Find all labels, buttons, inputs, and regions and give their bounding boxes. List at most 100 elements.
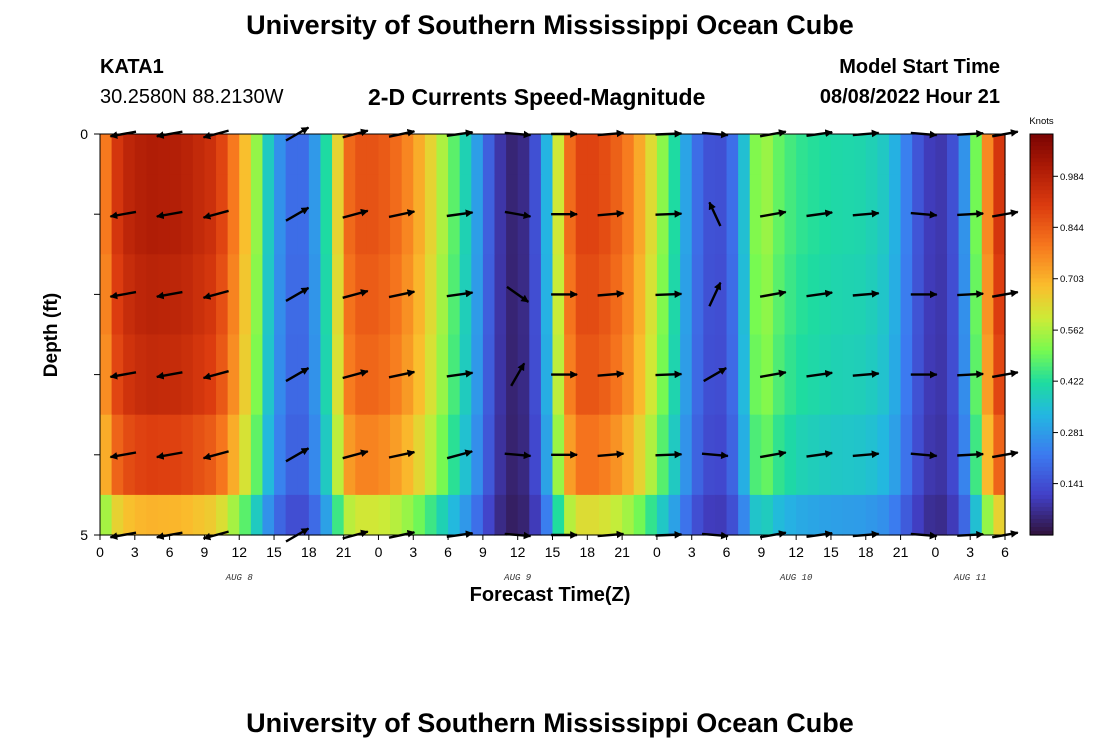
heatmap-cell [285,494,298,536]
heatmap-cell [181,494,194,536]
heatmap-cell [738,134,751,175]
heatmap-cell [691,334,704,416]
colorbar-segment [1030,314,1053,320]
colorbar-segment [1030,366,1053,372]
colorbar-segment [1030,154,1053,159]
heatmap-cell [448,494,461,536]
heatmap-cell [680,414,693,496]
heatmap-cell [332,414,345,496]
heatmap-cell [494,134,507,175]
current-vector [655,370,683,379]
heatmap-cell [424,134,438,175]
heatmap-cell [703,334,716,416]
colorbar-segment [1030,370,1053,376]
colorbar-segment [1030,266,1053,271]
x-tick-label: 15 [823,544,839,560]
heatmap-cell [738,254,751,336]
x-tick-label: 12 [788,544,804,560]
heatmap-cell [726,174,739,255]
heatmap-cell [250,414,264,496]
heatmap-cell [181,334,194,416]
heatmap-cell [830,174,844,255]
heatmap-cell [575,254,588,336]
x-tick-label: 18 [580,544,596,560]
heatmap-cell [622,334,635,416]
heatmap-cell [471,254,484,336]
heatmap-cell [169,254,182,336]
heatmap-cell [146,254,159,336]
heatmap-cell [134,414,148,496]
heatmap-cell [540,254,554,336]
current-vector [852,209,880,218]
colorbar-segment [1030,182,1053,187]
heatmap-cell [494,414,507,496]
heatmap-cell [401,494,414,536]
colorbar-segment [1030,298,1053,304]
colorbar-segment [1030,222,1053,227]
heatmap-cell [366,134,380,175]
heatmap-cell [935,254,948,336]
heatmap-cell [436,134,449,175]
heatmap-cell [239,254,252,336]
colorbar-segment [1030,258,1053,263]
current-vector [202,450,229,461]
heatmap-cell [564,494,577,536]
colorbar-segment [1030,242,1053,247]
heatmap-cell [622,254,635,336]
heatmap-cell [436,174,449,255]
heatmap-cell [633,174,646,255]
heatmap-cell [320,134,333,175]
heatmap-cell [424,414,438,496]
colorbar-segment [1030,194,1053,199]
heatmap-cell [691,254,704,336]
current-vector [506,285,529,303]
colorbar-segment [1030,402,1053,408]
x-tick-label: 18 [301,544,317,560]
heatmap-cell [633,254,646,336]
heatmap-cell [796,254,809,336]
station-id: KATA1 [100,56,164,78]
colorbar-segment [1030,338,1053,344]
colorbar-unit: Knots [1029,116,1054,127]
heatmap-cell [192,334,206,416]
heatmap-cell [239,494,252,536]
heatmap-cell [726,254,739,336]
heatmap-cell [274,254,287,336]
heatmap-cell [413,174,426,255]
heatmap-cell [332,334,345,416]
heatmap-cell [378,254,391,336]
heatmap-cell [738,414,751,496]
heatmap-cell [494,174,507,255]
heatmap-cell [703,494,716,536]
heatmap-cell [877,174,890,255]
heatmap-cell [981,134,994,175]
heatmap-cell [633,134,646,175]
colorbar-segment [1030,274,1053,279]
colorbar-segment [1030,374,1053,380]
colorbar-segment [1030,190,1053,195]
heatmap-cell [807,134,820,175]
heatmap-cell [633,334,646,416]
colorbar-segment [1030,482,1053,488]
colorbar-tick-label: 0.844 [1060,223,1084,234]
heatmap-cell [494,254,507,336]
colorbar-segment [1030,470,1053,476]
current-vector [285,286,310,302]
heatmap-cell [923,134,936,175]
heatmap-cell [761,134,774,175]
heatmap-cell [668,134,681,175]
heatmap-cell [274,134,287,175]
colorbar-segment [1030,494,1053,500]
heatmap-cell [610,494,623,536]
heatmap-cell [181,414,194,496]
heatmap-cell [958,134,971,175]
current-vector [759,369,787,379]
x-tick-label: 9 [479,544,487,560]
heatmap-cell [123,414,136,496]
current-vector [708,281,722,307]
colorbar-segment [1030,150,1053,155]
heatmap-cell [552,494,565,536]
heatmap-cell [842,134,855,175]
heatmap-cell [320,334,333,416]
heatmap-cell [100,494,113,536]
